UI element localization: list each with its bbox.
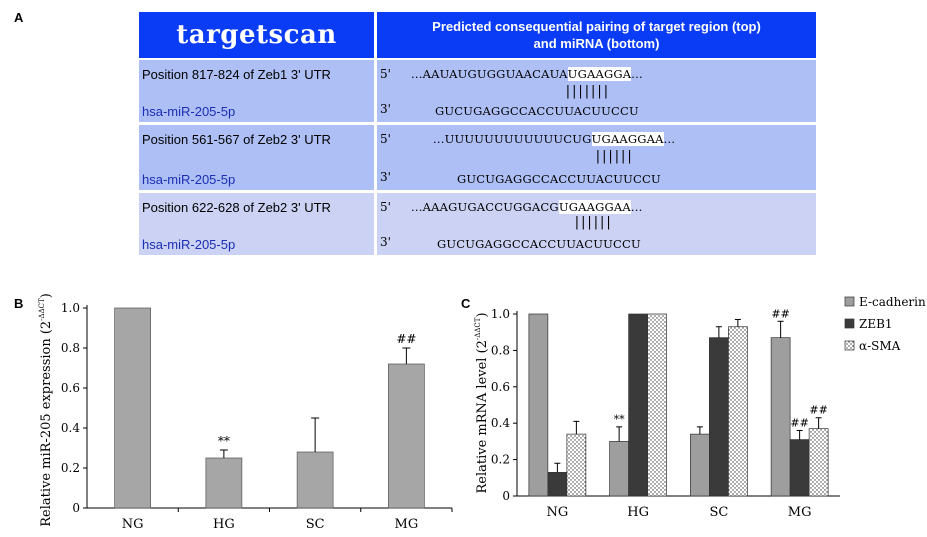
row-sequence-cell: 5' ...AAAGUGACCUGGACGUGAAGGAA... |||||| … bbox=[377, 193, 816, 255]
y-tick-label: 0.8 bbox=[491, 343, 510, 357]
x-tick-label: SC bbox=[709, 505, 728, 520]
y-tick-label: 0.6 bbox=[491, 380, 510, 394]
mirna-sequence: GUCUGAGGCCACCUUACUUCCU bbox=[435, 104, 639, 118]
targetscan-logo: targetscan bbox=[139, 12, 374, 58]
significance-label: ## bbox=[771, 307, 789, 320]
panel-label-b: B bbox=[14, 296, 24, 311]
mirna-name: hsa-miR-205-5p bbox=[142, 172, 236, 187]
bar bbox=[114, 307, 151, 509]
mirna-sequence: GUCUGAGGCCACCUUACUUCCU bbox=[457, 172, 661, 186]
target-site: UGAAGGAA bbox=[558, 200, 631, 214]
target-sequence-tail: ... bbox=[630, 200, 643, 214]
bar bbox=[690, 433, 710, 497]
bar bbox=[388, 363, 425, 509]
significance-label: ## bbox=[396, 332, 416, 346]
utr-position: Position 817-824 of Zeb1 3' UTR bbox=[142, 67, 331, 82]
significance-label: ## bbox=[809, 404, 827, 417]
pairing-lines: |||||| bbox=[594, 149, 633, 164]
bar bbox=[770, 337, 791, 497]
targetscan-header-description: Predicted consequential pairing of targe… bbox=[377, 12, 816, 58]
significance-label: ** bbox=[614, 413, 626, 426]
y-tick-label: 1.0 bbox=[491, 307, 510, 321]
legend-swatch bbox=[844, 296, 855, 307]
y-axis-label: Relative miR-205 expression (2-ΔΔCT) bbox=[38, 293, 54, 527]
bar bbox=[566, 433, 587, 497]
target-sequence-flank: ...UUUUUUUUUUUUCUG bbox=[433, 132, 592, 146]
bar bbox=[547, 471, 568, 497]
utr-position: Position 622-628 of Zeb2 3' UTR bbox=[142, 200, 331, 215]
legend-label: α-SMA bbox=[859, 339, 901, 353]
target-site: UGAAGGA bbox=[567, 67, 632, 81]
pairing-lines: ||||||| bbox=[564, 84, 610, 99]
row-label-cell: Position 561-567 of Zeb2 3' UTR hsa-miR-… bbox=[139, 125, 374, 190]
targetscan-row: Position 561-567 of Zeb2 3' UTR hsa-miR-… bbox=[139, 125, 816, 190]
y-tick-label: 0.4 bbox=[491, 416, 510, 430]
panel-label-c: C bbox=[461, 296, 471, 311]
mir205-expression-chart: 0 0.2 0.4 0.6 0.8 1.0 Relative miR-205 express… bbox=[38, 293, 453, 532]
target-sequence-flank: ...AAUAUGUGGUAACAUA bbox=[411, 67, 568, 81]
target-sequence-tail: ... bbox=[663, 132, 676, 146]
x-tick-label: NG bbox=[122, 517, 144, 532]
prime3-label: 3' bbox=[380, 235, 391, 249]
bar bbox=[709, 337, 729, 497]
targetscan-row: Position 622-628 of Zeb2 3' UTR hsa-miR-… bbox=[139, 193, 816, 255]
bar bbox=[296, 451, 334, 509]
x-tick-label: SC bbox=[306, 517, 325, 532]
y-tick-label: 0 bbox=[502, 489, 510, 503]
target-sequence-tail: ... bbox=[631, 67, 643, 81]
mirna-name: hsa-miR-205-5p bbox=[142, 237, 236, 252]
header-line-1: Predicted consequential pairing of targe… bbox=[432, 19, 761, 34]
bar bbox=[205, 457, 243, 509]
y-tick-label: 0 bbox=[72, 501, 80, 515]
significance-label: ** bbox=[218, 434, 230, 448]
targetscan-row: Position 817-824 of Zeb1 3' UTR hsa-miR-… bbox=[139, 60, 816, 122]
target-site: UGAAGGAA bbox=[591, 132, 664, 146]
row-label-cell: Position 817-824 of Zeb1 3' UTR hsa-miR-… bbox=[139, 60, 374, 122]
x-tick-label: MG bbox=[788, 505, 812, 520]
target-sequence-flank: ...AAAGUGACCUGGACG bbox=[411, 200, 559, 214]
header-line-2: and miRNA (bottom) bbox=[533, 36, 660, 51]
legend-label: E-cadherin bbox=[859, 295, 926, 309]
mirna-sequence: GUCUGAGGCCACCUUACUUCCU bbox=[437, 237, 641, 251]
pairing-lines: |||||| bbox=[573, 215, 612, 230]
panel-label-a: A bbox=[14, 10, 24, 25]
prime5-label: 5' bbox=[380, 132, 391, 146]
significance-label: ## bbox=[790, 416, 808, 429]
x-tick-label: NG bbox=[546, 505, 568, 520]
row-sequence-cell: 5' ...UUUUUUUUUUUUCUGUGAAGGAA... |||||| … bbox=[377, 125, 816, 190]
x-tick-label: MG bbox=[395, 517, 419, 532]
legend-swatch bbox=[844, 340, 855, 351]
y-tick-label: 0.6 bbox=[61, 381, 80, 395]
y-tick-label: 0.8 bbox=[61, 341, 80, 355]
prime5-label: 5' bbox=[380, 67, 391, 81]
y-tick-label: 1.0 bbox=[61, 301, 80, 315]
prime5-label: 5' bbox=[380, 200, 391, 214]
bar bbox=[808, 428, 829, 497]
target-sequence: ...AAUAUGUGGUAACAUAUGAAGGA... bbox=[411, 67, 643, 81]
bar bbox=[728, 326, 748, 497]
prime3-label: 3' bbox=[380, 170, 391, 184]
y-tick-label: 0.2 bbox=[491, 453, 510, 467]
bar bbox=[609, 441, 629, 497]
utr-position: Position 561-567 of Zeb2 3' UTR bbox=[142, 132, 331, 147]
prime3-label: 3' bbox=[380, 102, 391, 116]
mirna-name: hsa-miR-205-5p bbox=[142, 104, 236, 119]
target-sequence: ...UUUUUUUUUUUUCUGUGAAGGAA... bbox=[433, 132, 675, 146]
x-tick-label: HG bbox=[627, 505, 649, 520]
y-axis-label: Relative mRNA level (2-ΔΔCT) bbox=[474, 312, 490, 493]
legend-label: ZEB1 bbox=[859, 317, 893, 331]
target-sequence: ...AAAGUGACCUGGACGUGAAGGAA... bbox=[411, 200, 642, 214]
x-tick-label: HG bbox=[213, 517, 235, 532]
y-tick-label: 0.2 bbox=[61, 461, 80, 475]
y-tick-label: 0.4 bbox=[61, 421, 80, 435]
bar bbox=[628, 313, 648, 497]
legend-swatch bbox=[844, 318, 855, 329]
row-sequence-cell: 5' ...AAUAUGUGGUAACAUAUGAAGGA... |||||||… bbox=[377, 60, 816, 122]
bar bbox=[647, 313, 667, 497]
bar bbox=[528, 313, 549, 497]
targetscan-header: targetscan Predicted consequential pairi… bbox=[139, 12, 816, 58]
row-label-cell: Position 622-628 of Zeb2 3' UTR hsa-miR-… bbox=[139, 193, 374, 255]
bar bbox=[789, 439, 810, 497]
